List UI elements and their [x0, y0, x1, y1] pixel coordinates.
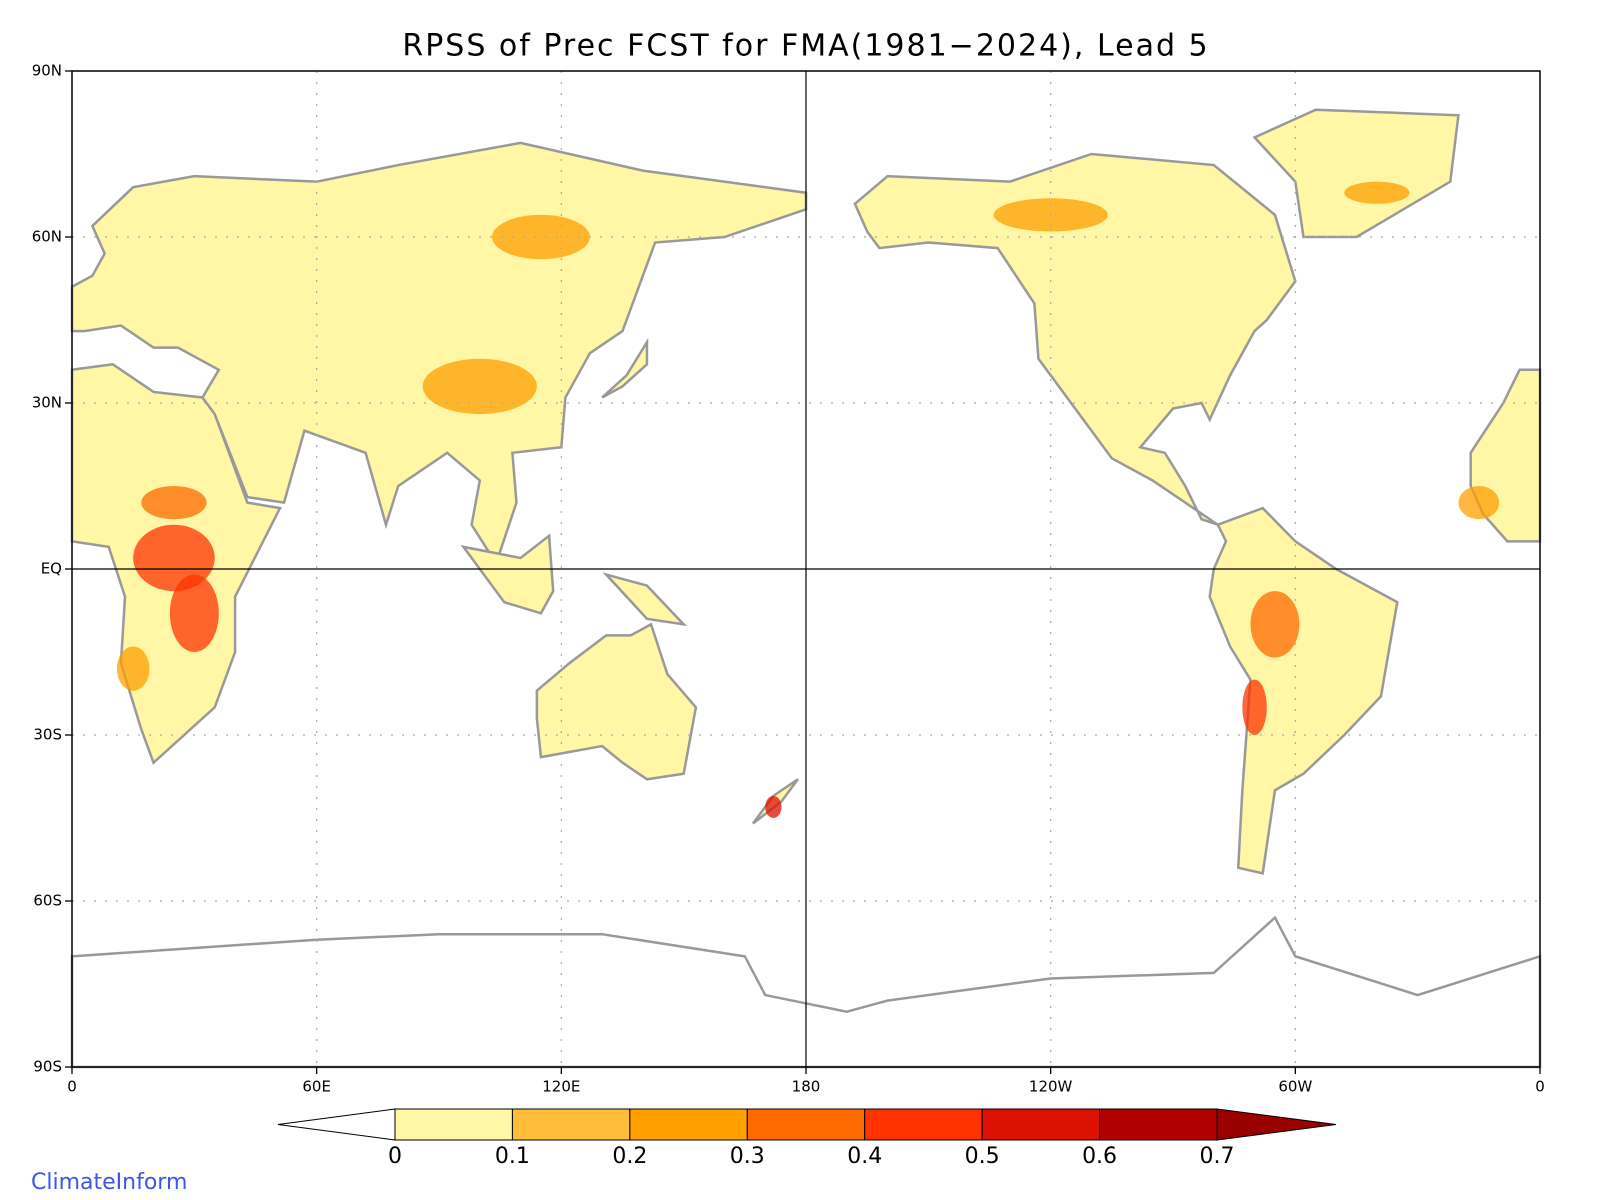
- lat-tick-label: 60S: [33, 892, 62, 910]
- lon-tick-label: 120W: [1029, 1078, 1073, 1096]
- landmass: [1252, 108, 1460, 239]
- lat-tick-label: 30N: [32, 394, 62, 412]
- colorbar-label: 0.3: [730, 1144, 765, 1169]
- lon-tick-label: 0: [1535, 1078, 1545, 1096]
- skill-patch: [141, 486, 207, 520]
- lat-tick-label: EQ: [41, 560, 62, 578]
- skill-patch: [1458, 486, 1500, 520]
- graticule: [72, 71, 1540, 1067]
- colorbar-box: [746, 1108, 866, 1141]
- skill-patch: [133, 524, 215, 592]
- colorbar-box: [864, 1108, 983, 1141]
- landmass: [460, 533, 555, 615]
- colorbar-label: 0.1: [495, 1144, 530, 1169]
- skill-patch: [116, 646, 150, 691]
- map-title: RPSS of Prec FCST for FMA(1981−2024), Le…: [402, 29, 1209, 64]
- landmass: [601, 337, 649, 399]
- lon-tick-label: 120E: [542, 1078, 580, 1096]
- skill-patch: [765, 795, 782, 819]
- colorbar-label: 0.6: [1082, 1144, 1117, 1169]
- colorbar-under: [277, 1108, 396, 1141]
- credit: ClimateInform: [31, 1170, 187, 1195]
- skill-patch: [492, 214, 590, 260]
- colorbar-box: [1099, 1108, 1218, 1141]
- lon-tick-label: 60E: [302, 1078, 331, 1096]
- landmass: [70, 141, 808, 567]
- colorbar-box: [511, 1108, 631, 1141]
- skill-patch: [1344, 181, 1410, 204]
- skill-patch: [169, 574, 219, 652]
- lat-tick-label: 90N: [32, 62, 62, 80]
- landmasses: [70, 108, 1542, 1069]
- lat-tick-label: 60N: [32, 228, 62, 246]
- lat-tick-label: 30S: [33, 726, 62, 744]
- colorbar-box: [981, 1108, 1101, 1141]
- colorbar-label: 0.2: [612, 1144, 647, 1169]
- skill-patch: [1242, 679, 1267, 735]
- lon-tick-label: 0: [67, 1078, 77, 1096]
- lon-tick-label: 60W: [1278, 1078, 1312, 1096]
- lon-tick-label: 180: [792, 1078, 821, 1096]
- landmass: [602, 572, 688, 627]
- colorbar-label: 0: [388, 1144, 402, 1169]
- landmass: [535, 622, 698, 781]
- colorbar-over: [1216, 1108, 1337, 1141]
- axes: 0 60E 120E 180 120W 60W 0 90N 60N 30N EQ 30S 60S 90S: [32, 62, 1545, 1096]
- landmass: [853, 152, 1297, 526]
- colorbar-box: [629, 1108, 748, 1141]
- colorbar-label: 0.7: [1200, 1144, 1235, 1169]
- skill-patch: [422, 358, 537, 415]
- lat-tick-label: 90S: [33, 1058, 62, 1076]
- colorbar-box: [394, 1108, 513, 1141]
- landmass: [1208, 506, 1399, 875]
- colorbar-label: 0.5: [965, 1144, 1000, 1169]
- skill-patch: [1250, 591, 1300, 658]
- colorbar-label: 0.4: [847, 1144, 882, 1169]
- colorbar: 0 0.1 0.2 0.3 0.4 0.5 0.6 0.7: [277, 1108, 1337, 1169]
